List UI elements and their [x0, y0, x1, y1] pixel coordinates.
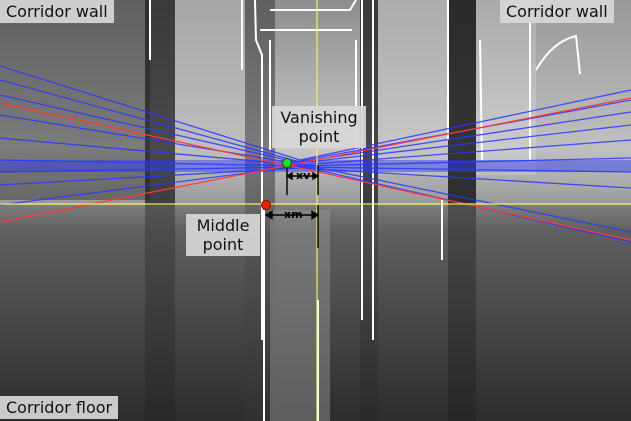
measurement-marks [264, 165, 320, 248]
dominant-lines [0, 97, 631, 241]
vanishing-point-marker [282, 158, 292, 168]
middle-point-label: Middle point [186, 214, 260, 256]
xm-measure-label: xm [284, 208, 303, 221]
edge-line-bundle [0, 160, 631, 172]
corridor-wall-label-left: Corridor wall [0, 0, 114, 23]
corridor-wall-label-right: Corridor wall [500, 0, 614, 23]
edge-contours [149, 0, 581, 421]
xv-measure-label: xv [296, 169, 311, 182]
vanishing-point-label: Vanishing point [272, 106, 366, 148]
middle-point-marker [261, 200, 271, 210]
corridor-floor-label: Corridor floor [0, 396, 119, 419]
